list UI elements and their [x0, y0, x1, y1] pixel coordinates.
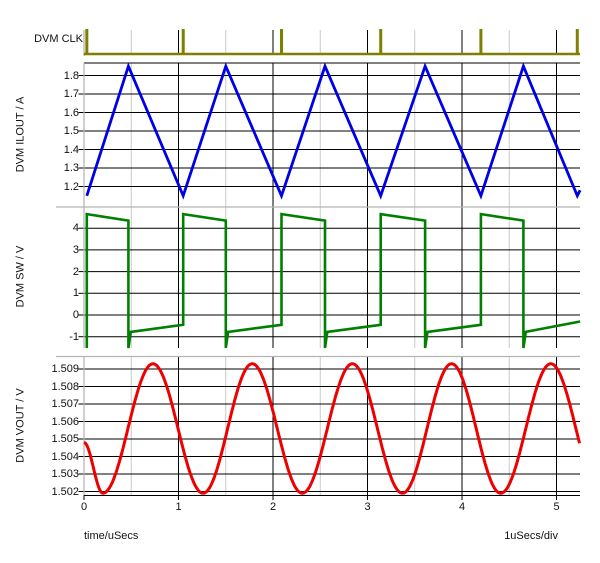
ilout-y-tick-label: 1.2 — [63, 180, 79, 193]
sw-y-tick-label: 0 — [72, 309, 79, 321]
vout-y-tick-label: 1.503 — [51, 468, 79, 480]
ilout-axis-label: DVM ILOUT / A — [14, 96, 27, 173]
ilout-y-tick-label: 1.4 — [63, 143, 79, 156]
clk-signal-label: DVM CLK — [34, 33, 83, 45]
x-tick-label: 1 — [175, 501, 182, 513]
x-tick-label: 2 — [269, 501, 277, 513]
sw-y-tick-label: 1 — [72, 287, 79, 300]
ilout-y-tick-label: 1.5 — [63, 125, 79, 137]
sw-axis-label: DVM SW / V — [14, 245, 27, 308]
x-tick-label: 4 — [458, 501, 466, 513]
ilout-y-tick-label: 1.3 — [63, 162, 79, 174]
vout-axis-label: DVM VOUT / V — [14, 388, 27, 463]
vout-y-tick-label: 1.504 — [51, 450, 79, 463]
vout-y-tick-label: 1.505 — [51, 433, 79, 445]
x-axis-label: time/uSecs — [84, 530, 139, 542]
sw-y-tick-label: 3 — [72, 243, 79, 256]
x-scale-note: 1uSecs/div — [504, 530, 558, 542]
ilout-y-tick-label: 1.6 — [63, 106, 79, 119]
ilout-y-tick-label: 1.7 — [63, 88, 79, 100]
x-tick-label: 0 — [80, 501, 88, 513]
ilout-y-tick-label: 1.8 — [63, 69, 79, 82]
sw-y-tick-label: 4 — [72, 222, 79, 235]
x-tick-label: 3 — [364, 501, 371, 513]
x-tick-label: 5 — [553, 501, 560, 513]
vout-y-tick-label: 1.507 — [51, 398, 79, 410]
vout-y-tick-label: 1.509 — [51, 363, 79, 375]
vout-y-tick-label: 1.508 — [51, 380, 79, 393]
sw-y-tick-label: 2 — [72, 265, 79, 278]
vout-y-tick-label: 1.506 — [51, 415, 79, 428]
sw-y-tick-label: -1 — [69, 330, 79, 343]
vout-y-tick-label: 1.502 — [51, 485, 79, 498]
